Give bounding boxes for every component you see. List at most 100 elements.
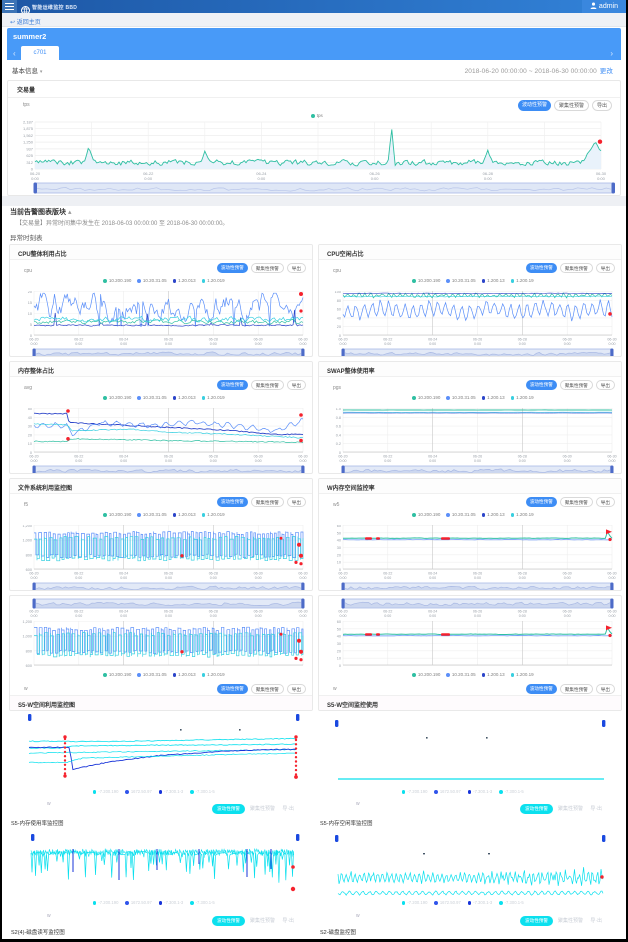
- svg-text:06-26: 06-26: [164, 455, 173, 459]
- svg-text:0:00: 0:00: [429, 459, 436, 463]
- svg-text:0:00: 0:00: [255, 342, 262, 346]
- svg-text:30: 30: [28, 425, 32, 429]
- svg-text:06-28: 06-28: [518, 572, 527, 576]
- svg-text:0:00: 0:00: [120, 342, 127, 346]
- svg-text:0: 0: [339, 334, 341, 338]
- svg-text:06-24: 06-24: [428, 338, 437, 342]
- svg-text:06-26: 06-26: [164, 338, 173, 342]
- svg-text:0:00: 0:00: [120, 614, 127, 618]
- svg-text:0:00: 0:00: [484, 176, 493, 181]
- svg-text:0:00: 0:00: [210, 576, 217, 580]
- svg-text:0:00: 0:00: [474, 576, 481, 580]
- svg-text:40: 40: [337, 635, 341, 639]
- svg-text:0:00: 0:00: [75, 342, 82, 346]
- svg-text:0:00: 0:00: [384, 342, 391, 346]
- svg-text:1,200: 1,200: [22, 525, 32, 528]
- svg-text:06-22: 06-22: [74, 572, 83, 576]
- svg-text:60: 60: [337, 620, 341, 624]
- svg-text:60: 60: [337, 525, 341, 528]
- svg-text:0:00: 0:00: [31, 576, 38, 580]
- svg-text:10: 10: [337, 657, 341, 661]
- svg-text:0.6: 0.6: [336, 425, 341, 429]
- svg-text:0:00: 0:00: [384, 614, 391, 618]
- svg-text:50: 50: [337, 531, 341, 535]
- svg-text:0:00: 0:00: [210, 614, 217, 618]
- svg-text:80: 80: [337, 299, 341, 303]
- svg-text:0:00: 0:00: [564, 614, 571, 618]
- svg-text:0:00: 0:00: [210, 459, 217, 463]
- svg-text:06-20: 06-20: [29, 338, 38, 342]
- svg-text:06-30: 06-30: [563, 610, 572, 614]
- svg-text:0:00: 0:00: [340, 614, 347, 618]
- svg-text:06-24: 06-24: [119, 610, 128, 614]
- svg-text:06-20: 06-20: [29, 455, 38, 459]
- svg-text:0:00: 0:00: [384, 576, 391, 580]
- svg-text:0:00: 0:00: [371, 176, 380, 181]
- svg-text:0:00: 0:00: [564, 342, 571, 346]
- svg-text:800: 800: [26, 649, 32, 653]
- svg-text:20: 20: [337, 553, 341, 557]
- svg-text:1.0: 1.0: [336, 408, 341, 411]
- svg-text:06-26: 06-26: [369, 171, 380, 176]
- svg-text:0:00: 0:00: [609, 614, 616, 618]
- svg-text:30: 30: [337, 642, 341, 646]
- svg-text:1,250: 1,250: [23, 140, 34, 145]
- svg-text:1,875: 1,875: [23, 126, 34, 131]
- svg-text:06-26: 06-26: [164, 610, 173, 614]
- svg-text:06-24: 06-24: [119, 338, 128, 342]
- svg-text:0.8: 0.8: [336, 416, 341, 420]
- svg-text:40: 40: [337, 316, 341, 320]
- svg-text:06-24: 06-24: [428, 572, 437, 576]
- svg-text:06-22: 06-22: [74, 610, 83, 614]
- svg-text:1,000: 1,000: [22, 635, 32, 639]
- svg-text:06-26: 06-26: [473, 455, 482, 459]
- svg-text:0:00: 0:00: [384, 459, 391, 463]
- svg-text:10: 10: [28, 312, 32, 316]
- svg-text:0:00: 0:00: [474, 459, 481, 463]
- svg-text:06-22: 06-22: [74, 455, 83, 459]
- svg-text:0:00: 0:00: [519, 614, 526, 618]
- svg-text:1,200: 1,200: [22, 620, 32, 624]
- svg-text:06-30: 06-30: [563, 455, 572, 459]
- svg-text:0: 0: [339, 664, 341, 668]
- svg-text:0:00: 0:00: [300, 614, 307, 618]
- svg-text:10: 10: [337, 561, 341, 565]
- svg-text:06-22: 06-22: [383, 610, 392, 614]
- svg-text:06-30: 06-30: [254, 572, 263, 576]
- svg-text:0:00: 0:00: [300, 459, 307, 463]
- svg-text:06-28: 06-28: [483, 171, 494, 176]
- svg-text:06-24: 06-24: [119, 455, 128, 459]
- svg-text:40: 40: [337, 539, 341, 543]
- svg-text:06-30: 06-30: [607, 338, 616, 342]
- svg-text:0:00: 0:00: [300, 576, 307, 580]
- svg-text:0: 0: [339, 451, 341, 455]
- svg-text:0:00: 0:00: [75, 576, 82, 580]
- svg-text:06-22: 06-22: [383, 455, 392, 459]
- svg-text:06-30: 06-30: [254, 610, 263, 614]
- svg-text:06-28: 06-28: [209, 455, 218, 459]
- svg-text:06-22: 06-22: [74, 338, 83, 342]
- svg-text:0:00: 0:00: [255, 576, 262, 580]
- svg-text:06-24: 06-24: [428, 610, 437, 614]
- svg-text:06-26: 06-26: [473, 572, 482, 576]
- svg-text:06-20: 06-20: [338, 572, 347, 576]
- svg-text:06-24: 06-24: [119, 572, 128, 576]
- svg-text:06-20: 06-20: [338, 455, 347, 459]
- svg-text:06-30: 06-30: [596, 171, 607, 176]
- svg-text:0:00: 0:00: [429, 576, 436, 580]
- svg-text:20: 20: [337, 649, 341, 653]
- svg-text:0:00: 0:00: [474, 614, 481, 618]
- svg-text:06-28: 06-28: [518, 338, 527, 342]
- svg-text:60: 60: [337, 308, 341, 312]
- svg-text:06-22: 06-22: [143, 171, 154, 176]
- svg-text:0:00: 0:00: [340, 459, 347, 463]
- svg-text:0:00: 0:00: [609, 342, 616, 346]
- svg-text:0:00: 0:00: [144, 176, 153, 181]
- svg-text:06-20: 06-20: [30, 171, 41, 176]
- svg-text:937: 937: [26, 146, 33, 151]
- svg-text:0:00: 0:00: [31, 459, 38, 463]
- svg-text:0:00: 0:00: [75, 614, 82, 618]
- svg-text:0:00: 0:00: [300, 342, 307, 346]
- svg-text:20: 20: [337, 325, 341, 329]
- svg-text:0:00: 0:00: [597, 176, 606, 181]
